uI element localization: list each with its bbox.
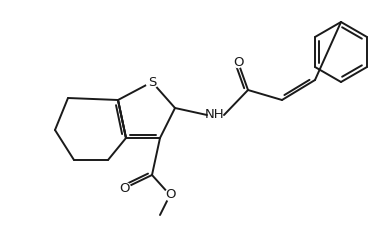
Circle shape bbox=[119, 183, 130, 194]
Text: O: O bbox=[165, 188, 175, 202]
Circle shape bbox=[164, 190, 175, 201]
Text: O: O bbox=[120, 182, 130, 194]
Circle shape bbox=[146, 76, 158, 88]
Circle shape bbox=[232, 57, 243, 68]
Text: O: O bbox=[233, 55, 243, 68]
Text: S: S bbox=[148, 76, 156, 88]
Text: NH: NH bbox=[205, 109, 225, 122]
